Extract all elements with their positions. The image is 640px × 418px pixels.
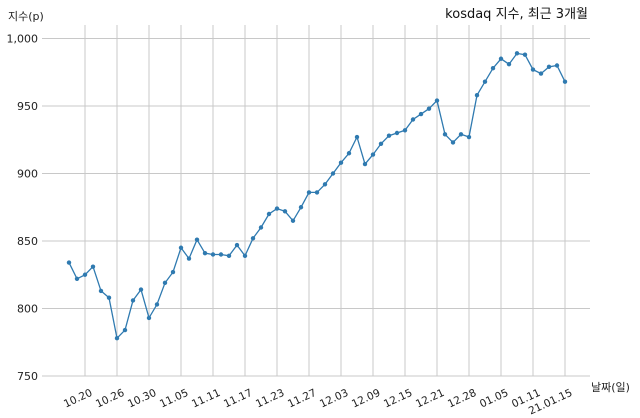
x-tick-label: 11.27 [286, 387, 318, 411]
x-tick-label: 12.15 [382, 387, 414, 411]
data-point [498, 56, 504, 61]
y-tick-label: 800 [17, 303, 38, 316]
data-point [170, 269, 176, 275]
data-point [554, 63, 560, 68]
data-point [290, 218, 296, 223]
data-point [530, 67, 536, 72]
data-point [474, 93, 480, 98]
y-tick-label: 750 [17, 370, 38, 383]
data-point [194, 237, 200, 242]
data-point [410, 117, 416, 122]
x-tick-label: 12.21 [414, 387, 446, 411]
data-point [306, 190, 312, 195]
data-point [162, 280, 168, 286]
data-point [362, 161, 368, 167]
data-point [370, 152, 376, 157]
data-point [562, 79, 568, 84]
y-tick-label: 1,000 [7, 33, 39, 46]
x-tick-label: 11.05 [158, 387, 190, 411]
chart-title: kosdaq 지수, 최근 3개월 [445, 7, 588, 22]
data-point [266, 211, 272, 217]
data-point [114, 336, 120, 341]
data-point [506, 61, 512, 67]
y-axis-ticks: 750 800 850 900 950 1,000 [7, 33, 39, 384]
data-point [122, 327, 128, 333]
data-point [546, 64, 552, 70]
y-tick-label: 850 [17, 235, 38, 248]
data-point [298, 205, 304, 210]
data-point [386, 133, 392, 138]
data-point [146, 315, 152, 321]
y-axis-label: 지수(p) [8, 10, 44, 23]
data-point [394, 130, 400, 136]
data-point [250, 236, 256, 241]
data-point [314, 190, 320, 195]
x-tick-label: 10.20 [62, 387, 94, 411]
data-point [418, 111, 424, 117]
data-point [226, 253, 232, 259]
data-point [538, 71, 544, 76]
data-point [98, 288, 104, 294]
data-point [74, 276, 80, 281]
data-point [442, 132, 448, 137]
data-point [490, 66, 496, 71]
x-tick-label: 12.09 [350, 387, 382, 411]
grid [42, 25, 590, 377]
y-tick-label: 900 [17, 168, 38, 181]
x-tick-label: 11.23 [254, 387, 286, 411]
x-tick-label: 10.30 [126, 387, 158, 411]
data-point [130, 298, 136, 303]
data-point [274, 206, 280, 211]
data-point [402, 128, 408, 133]
data-point [434, 98, 440, 103]
data-point [354, 134, 360, 140]
x-tick-label: 11.11 [190, 387, 222, 411]
data-point [82, 272, 88, 277]
data-point [202, 250, 208, 256]
y-tick-label: 950 [17, 100, 38, 113]
data-point [338, 160, 344, 165]
data-point [426, 106, 432, 111]
data-point [66, 260, 72, 265]
data-point [210, 252, 216, 257]
x-axis-ticks: 10.20 10.26 10.30 11.05 11.11 11.17 11.23 11.27… [62, 387, 574, 418]
data-point [522, 52, 528, 57]
data-point [234, 242, 240, 248]
data-point [138, 287, 144, 292]
data-point [378, 141, 384, 146]
data-point [458, 132, 464, 137]
x-tick-label: 12.03 [318, 387, 350, 411]
data-point [258, 225, 264, 230]
data-point [330, 171, 336, 176]
x-tick-label: 01.05 [478, 387, 510, 411]
x-tick-label: 10.26 [94, 387, 127, 411]
data-point [154, 302, 160, 307]
data-point [106, 295, 112, 300]
data-point [450, 140, 456, 145]
data-point [178, 245, 184, 250]
series-line [68, 52, 566, 340]
data-point [466, 134, 472, 140]
data-point [482, 79, 488, 84]
data-point [218, 252, 224, 257]
data-point [282, 209, 288, 214]
data-point [514, 51, 520, 56]
series-points [66, 51, 568, 341]
data-point [242, 253, 248, 259]
x-tick-label: 11.17 [222, 387, 254, 411]
x-tick-label: 12.28 [446, 387, 478, 411]
x-axis-label: 날짜(일) [591, 380, 630, 394]
data-point [186, 256, 192, 261]
data-point [346, 151, 352, 156]
data-point [322, 182, 328, 187]
data-point [90, 264, 96, 269]
